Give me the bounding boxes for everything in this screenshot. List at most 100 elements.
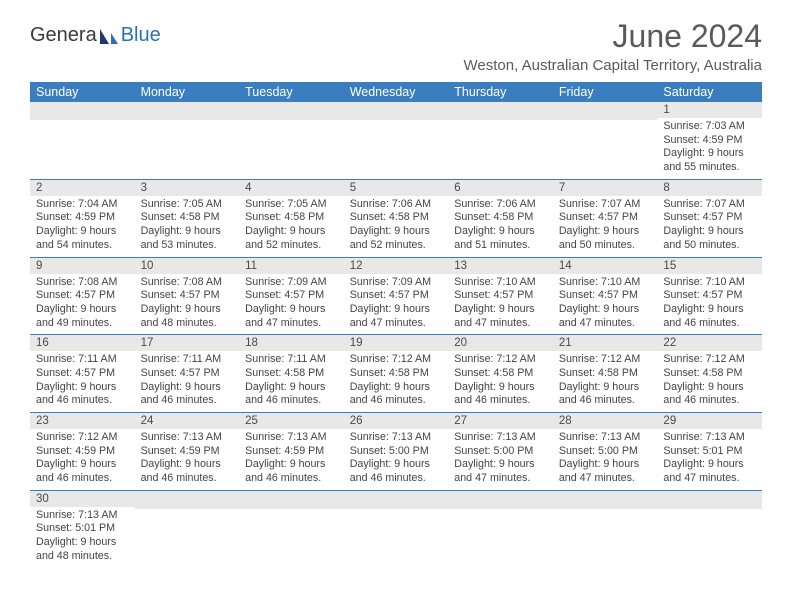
day-cell: 23Sunrise: 7:12 AMSunset: 4:59 PMDayligh… xyxy=(30,413,135,490)
day-content: Sunrise: 7:11 AMSunset: 4:57 PMDaylight:… xyxy=(30,351,135,412)
day-cell xyxy=(344,491,449,568)
day-number: 15 xyxy=(657,258,762,274)
day-number: 11 xyxy=(239,258,344,274)
day-line: Daylight: 9 hours and 46 minutes. xyxy=(141,458,234,485)
day-number xyxy=(135,491,240,509)
day-content: Sunrise: 7:13 AMSunset: 4:59 PMDaylight:… xyxy=(135,429,240,490)
day-line: Daylight: 9 hours and 46 minutes. xyxy=(245,381,338,408)
day-content: Sunrise: 7:11 AMSunset: 4:57 PMDaylight:… xyxy=(135,351,240,412)
day-cell: 28Sunrise: 7:13 AMSunset: 5:00 PMDayligh… xyxy=(553,413,658,490)
day-number xyxy=(135,102,240,120)
day-content: Sunrise: 7:12 AMSunset: 4:58 PMDaylight:… xyxy=(344,351,449,412)
day-content: Sunrise: 7:09 AMSunset: 4:57 PMDaylight:… xyxy=(239,274,344,335)
day-line: Sunset: 4:57 PM xyxy=(350,289,443,303)
day-cell xyxy=(448,102,553,179)
day-line: Sunset: 4:58 PM xyxy=(141,211,234,225)
day-number xyxy=(553,102,658,120)
day-line: Sunset: 4:58 PM xyxy=(245,211,338,225)
day-line: Daylight: 9 hours and 47 minutes. xyxy=(559,303,652,330)
day-number xyxy=(344,102,449,120)
day-line: Daylight: 9 hours and 52 minutes. xyxy=(350,225,443,252)
day-cell: 24Sunrise: 7:13 AMSunset: 4:59 PMDayligh… xyxy=(135,413,240,490)
day-line: Sunrise: 7:05 AM xyxy=(141,198,234,212)
day-cell: 4Sunrise: 7:05 AMSunset: 4:58 PMDaylight… xyxy=(239,180,344,257)
week-row: 9Sunrise: 7:08 AMSunset: 4:57 PMDaylight… xyxy=(30,258,762,336)
day-cell: 25Sunrise: 7:13 AMSunset: 4:59 PMDayligh… xyxy=(239,413,344,490)
day-line: Sunrise: 7:13 AM xyxy=(559,431,652,445)
day-cell: 11Sunrise: 7:09 AMSunset: 4:57 PMDayligh… xyxy=(239,258,344,335)
day-number: 21 xyxy=(553,335,658,351)
day-header-cell: Monday xyxy=(135,82,240,102)
day-content: Sunrise: 7:13 AMSunset: 5:00 PMDaylight:… xyxy=(553,429,658,490)
day-line: Sunrise: 7:13 AM xyxy=(141,431,234,445)
header-right: June 2024 Weston, Australian Capital Ter… xyxy=(464,18,762,74)
day-number: 24 xyxy=(135,413,240,429)
day-cell: 22Sunrise: 7:12 AMSunset: 4:58 PMDayligh… xyxy=(657,335,762,412)
day-cell: 16Sunrise: 7:11 AMSunset: 4:57 PMDayligh… xyxy=(30,335,135,412)
day-number: 9 xyxy=(30,258,135,274)
day-content: Sunrise: 7:09 AMSunset: 4:57 PMDaylight:… xyxy=(344,274,449,335)
day-line: Daylight: 9 hours and 47 minutes. xyxy=(663,458,756,485)
day-number: 8 xyxy=(657,180,762,196)
day-line: Sunrise: 7:12 AM xyxy=(350,353,443,367)
day-line: Sunrise: 7:10 AM xyxy=(454,276,547,290)
day-number: 19 xyxy=(344,335,449,351)
day-content: Sunrise: 7:04 AMSunset: 4:59 PMDaylight:… xyxy=(30,196,135,257)
day-line: Daylight: 9 hours and 48 minutes. xyxy=(36,536,129,563)
day-header-cell: Wednesday xyxy=(344,82,449,102)
day-cell: 7Sunrise: 7:07 AMSunset: 4:57 PMDaylight… xyxy=(553,180,658,257)
calendar-page: GeneraBlue June 2024 Weston, Australian … xyxy=(0,0,792,586)
day-line: Sunset: 4:57 PM xyxy=(559,289,652,303)
day-cell: 20Sunrise: 7:12 AMSunset: 4:58 PMDayligh… xyxy=(448,335,553,412)
day-line: Daylight: 9 hours and 46 minutes. xyxy=(36,458,129,485)
day-number: 6 xyxy=(448,180,553,196)
day-line: Sunset: 4:58 PM xyxy=(350,211,443,225)
day-cell: 27Sunrise: 7:13 AMSunset: 5:00 PMDayligh… xyxy=(448,413,553,490)
day-number: 27 xyxy=(448,413,553,429)
day-cell: 26Sunrise: 7:13 AMSunset: 5:00 PMDayligh… xyxy=(344,413,449,490)
day-cell: 21Sunrise: 7:12 AMSunset: 4:58 PMDayligh… xyxy=(553,335,658,412)
day-line: Sunset: 4:57 PM xyxy=(245,289,338,303)
day-line: Sunrise: 7:13 AM xyxy=(663,431,756,445)
day-header-row: SundayMondayTuesdayWednesdayThursdayFrid… xyxy=(30,82,762,102)
day-content: Sunrise: 7:13 AMSunset: 5:01 PMDaylight:… xyxy=(657,429,762,490)
day-line: Daylight: 9 hours and 46 minutes. xyxy=(36,381,129,408)
day-cell: 6Sunrise: 7:06 AMSunset: 4:58 PMDaylight… xyxy=(448,180,553,257)
day-number: 18 xyxy=(239,335,344,351)
day-number: 4 xyxy=(239,180,344,196)
day-line: Sunset: 4:57 PM xyxy=(36,367,129,381)
day-line: Sunset: 4:59 PM xyxy=(141,445,234,459)
day-number xyxy=(344,491,449,509)
day-content: Sunrise: 7:05 AMSunset: 4:58 PMDaylight:… xyxy=(239,196,344,257)
day-content: Sunrise: 7:11 AMSunset: 4:58 PMDaylight:… xyxy=(239,351,344,412)
day-number xyxy=(448,491,553,509)
day-line: Daylight: 9 hours and 47 minutes. xyxy=(559,458,652,485)
day-cell: 18Sunrise: 7:11 AMSunset: 4:58 PMDayligh… xyxy=(239,335,344,412)
day-line: Sunset: 5:01 PM xyxy=(663,445,756,459)
week-row: 23Sunrise: 7:12 AMSunset: 4:59 PMDayligh… xyxy=(30,413,762,491)
day-cell: 19Sunrise: 7:12 AMSunset: 4:58 PMDayligh… xyxy=(344,335,449,412)
day-number: 25 xyxy=(239,413,344,429)
day-line: Daylight: 9 hours and 50 minutes. xyxy=(663,225,756,252)
day-cell: 1Sunrise: 7:03 AMSunset: 4:59 PMDaylight… xyxy=(657,102,762,179)
logo-text: GeneraBlue xyxy=(30,24,161,47)
day-line: Daylight: 9 hours and 52 minutes. xyxy=(245,225,338,252)
day-content: Sunrise: 7:12 AMSunset: 4:58 PMDaylight:… xyxy=(553,351,658,412)
day-number: 23 xyxy=(30,413,135,429)
day-line: Sunset: 4:58 PM xyxy=(454,367,547,381)
page-header: GeneraBlue June 2024 Weston, Australian … xyxy=(30,18,762,74)
day-number: 13 xyxy=(448,258,553,274)
day-content: Sunrise: 7:13 AMSunset: 4:59 PMDaylight:… xyxy=(239,429,344,490)
day-number xyxy=(30,102,135,120)
day-header-cell: Tuesday xyxy=(239,82,344,102)
day-number: 30 xyxy=(30,491,135,507)
week-row: 2Sunrise: 7:04 AMSunset: 4:59 PMDaylight… xyxy=(30,180,762,258)
day-cell: 5Sunrise: 7:06 AMSunset: 4:58 PMDaylight… xyxy=(344,180,449,257)
day-content: Sunrise: 7:05 AMSunset: 4:58 PMDaylight:… xyxy=(135,196,240,257)
day-line: Daylight: 9 hours and 54 minutes. xyxy=(36,225,129,252)
day-number: 1 xyxy=(657,102,762,118)
day-content: Sunrise: 7:10 AMSunset: 4:57 PMDaylight:… xyxy=(553,274,658,335)
day-line: Sunset: 4:57 PM xyxy=(141,289,234,303)
day-content: Sunrise: 7:08 AMSunset: 4:57 PMDaylight:… xyxy=(30,274,135,335)
day-number xyxy=(448,102,553,120)
